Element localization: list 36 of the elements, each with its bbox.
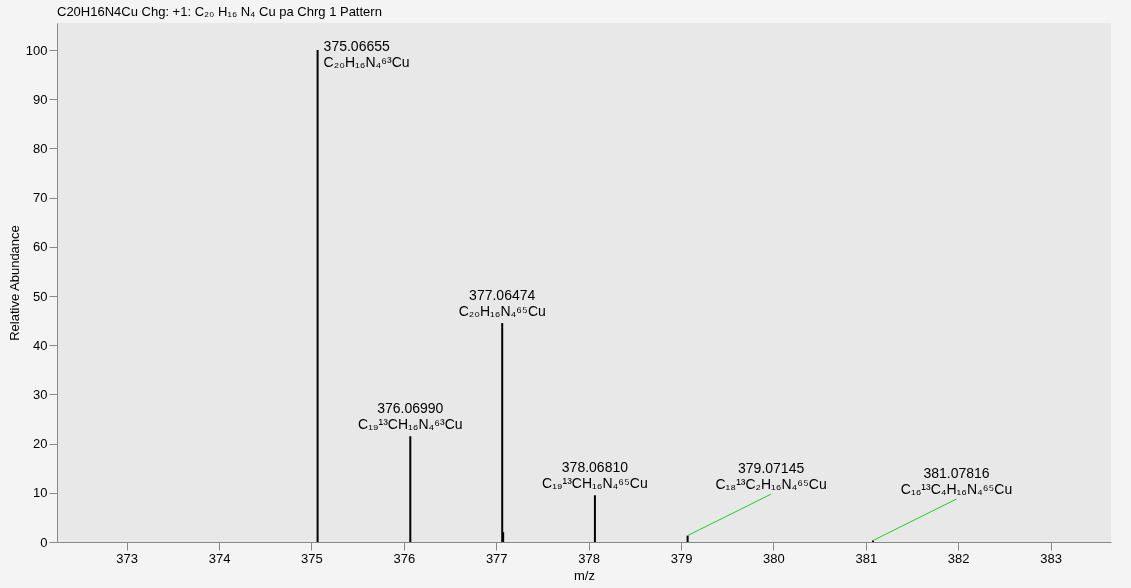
y-tick-label: 40 <box>33 337 48 353</box>
x-tick-label: 373 <box>116 550 139 566</box>
y-tick-label: 100 <box>25 42 48 58</box>
y-tick-label: 90 <box>33 91 48 107</box>
bar <box>593 495 596 542</box>
x-tick-label: 381 <box>855 550 878 566</box>
x-tick-label: 378 <box>578 550 600 566</box>
annotation: 375.06655 C₂₀H₁₆N₄⁶³Cu <box>323 38 410 71</box>
y-tick-label: 50 <box>33 288 48 304</box>
y-tick-label: 20 <box>33 436 48 452</box>
x-tick-label: 377 <box>485 550 508 566</box>
annotation: 378.06810 C₁₉¹³CH₁₆N₄⁶⁵Cu <box>542 459 648 492</box>
annotation: 376.06990 C₁₉¹³CH₁₆N₄⁶³Cu <box>358 400 463 433</box>
x-tick-label: 382 <box>947 550 970 566</box>
y-tick-label: 0 <box>40 534 48 550</box>
x-tick-label: 383 <box>1040 550 1062 566</box>
annotation: 381.07816 C₁₆¹³C₄H₁₆N₄⁶⁵Cu <box>900 465 1013 497</box>
x-tick-label: 375 <box>301 550 323 566</box>
y-tick-label: 10 <box>33 485 48 501</box>
y-tick-label: 80 <box>33 140 48 156</box>
y-tick-label: 30 <box>33 386 48 402</box>
x-tick-label: 376 <box>393 550 416 566</box>
x-tick-label: 374 <box>208 550 231 566</box>
x-tick-label: 379 <box>670 550 693 566</box>
chart-title: C20H16N4Cu Chg: +1: C₂₀ H₁₆ N₄ Cu pa Chrg 1 Pattern <box>57 4 382 19</box>
bar <box>316 50 319 542</box>
x-axis-title: m/z <box>574 567 595 583</box>
bar <box>409 436 412 542</box>
y-tick-label: 70 <box>33 190 48 206</box>
bar <box>501 323 504 542</box>
annotation: 377.06474 C₂₀H₁₆N₄⁶⁵Cu <box>458 287 546 320</box>
bar <box>686 535 689 542</box>
annotation: 379.07145 C₁₈¹³C₂H₁₆N₄⁶⁵Cu <box>715 460 827 493</box>
y-axis-title: Relative Abundance <box>6 225 22 341</box>
x-tick-label: 380 <box>763 550 785 566</box>
y-tick-label: 60 <box>33 239 48 255</box>
